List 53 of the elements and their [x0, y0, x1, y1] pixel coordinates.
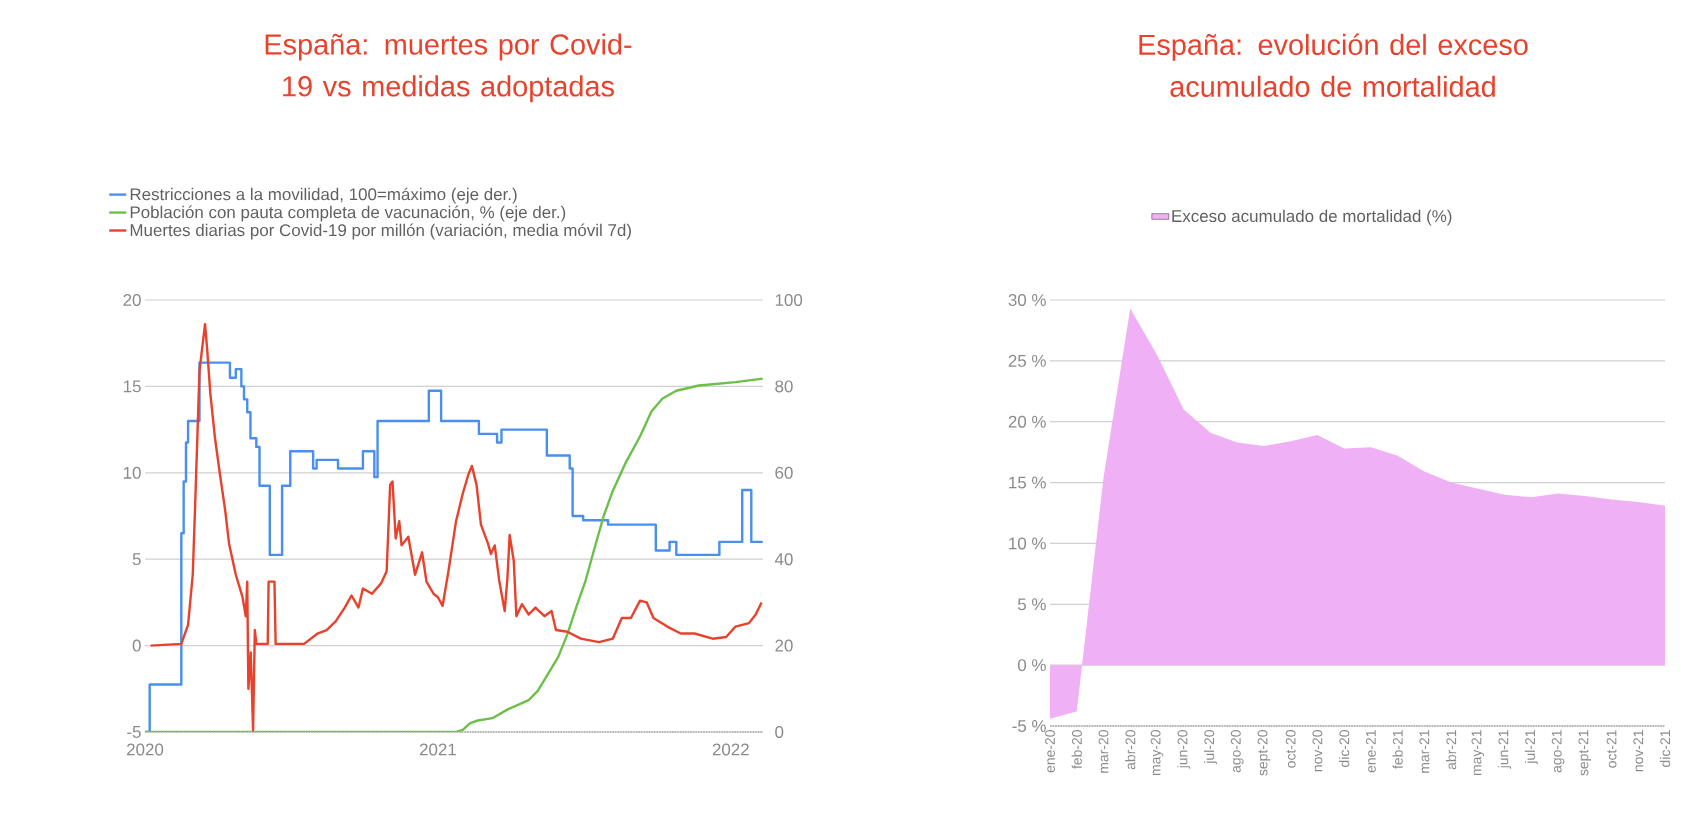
y-tick-label: -5 %	[1012, 720, 1046, 732]
y-tick-label: 5	[132, 553, 141, 566]
legend-label: Restricciones a la movilidad, 100=máximo (eje der.)	[130, 187, 517, 204]
y-tick-label: 15 %	[1009, 476, 1046, 489]
x-tick-label: ago-20	[1230, 730, 1244, 773]
y-tick-label: 15	[123, 380, 141, 393]
y2-tick-label: 100	[775, 294, 803, 306]
y-tick-label: 20	[123, 294, 141, 306]
x-tick-label: ene-21	[1365, 730, 1376, 773]
x-tick-label: dic-21	[1659, 730, 1671, 767]
x-tick-label: dic-20	[1339, 730, 1350, 767]
x-tick-label: jul-20	[1203, 730, 1217, 764]
x-tick-label: mar-20	[1098, 730, 1109, 773]
x-tick-label: ene-20	[1045, 730, 1055, 773]
y-tick-label: 0	[132, 639, 141, 652]
x-tick-label: feb-20	[1071, 730, 1082, 769]
chart-title: España: muertes por Covid-19 vs medidas adoptadas	[265, 33, 632, 103]
chart-title: España: evolución del exceso acumulado de mortalidad	[1139, 33, 1528, 97]
y-tick-label: 30 %	[1008, 294, 1046, 306]
x-tick-label: feb-21	[1392, 730, 1403, 769]
y-tick-label: -5	[127, 726, 141, 738]
y-tick-label: 25 %	[1008, 354, 1046, 367]
x-tick-label: mar-21	[1419, 730, 1430, 773]
legend-label: Muertes diarias por Covid-19 por millón (variación, media móvil 7d)	[130, 223, 631, 240]
y-tick-label: 10	[123, 466, 141, 479]
x-tick-label: sept-20	[1257, 730, 1271, 776]
y2-tick-label: 40	[774, 553, 793, 566]
x-tick-label: abr-21	[1445, 730, 1457, 770]
x-tick-label: abr-20	[1125, 730, 1136, 770]
y-tick-label: 20 %	[1008, 415, 1046, 428]
y-tick-label: 0 %	[1017, 659, 1046, 672]
x-tick-label: 2021	[419, 743, 456, 756]
x-tick-label: jun-20	[1177, 730, 1191, 769]
x-tick-label: ago-21	[1551, 730, 1565, 773]
x-tick-label: 2020	[127, 743, 164, 756]
x-tick-label: may-21	[1471, 730, 1485, 776]
y-tick-label: 5 %	[1017, 598, 1046, 611]
x-tick-label: nov-20	[1312, 730, 1323, 772]
y2-tick-label: 20	[775, 639, 793, 652]
legend-label: Exceso acumulado de mortalidad (%)	[1172, 209, 1452, 226]
y2-tick-label: 0	[775, 726, 784, 738]
x-tick-label: oct-20	[1285, 730, 1296, 768]
x-tick-label: 2022	[712, 743, 749, 756]
x-tick-label: sept-21	[1578, 730, 1592, 776]
x-tick-label: jul-21	[1524, 730, 1538, 764]
x-tick-label: jun-21	[1498, 730, 1512, 769]
y-tick-label: 10 %	[1009, 537, 1046, 550]
legend-label: Población con pauta completa de vacunación, % (eje der.)	[130, 205, 566, 222]
y2-tick-label: 60	[775, 466, 793, 479]
y2-tick-label: 80	[775, 380, 793, 393]
x-tick-label: may-20	[1150, 730, 1164, 776]
x-tick-label: nov-21	[1633, 730, 1644, 772]
x-tick-label: oct-21	[1606, 730, 1617, 768]
